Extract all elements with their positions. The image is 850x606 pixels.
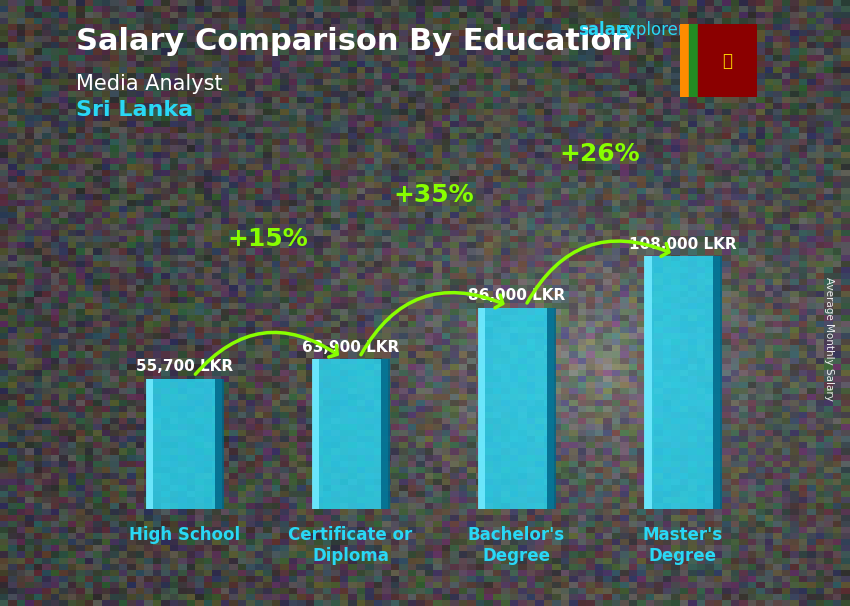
Bar bbox=[381, 359, 390, 509]
Bar bbox=[689, 24, 699, 97]
Bar bbox=[645, 256, 720, 509]
Bar bbox=[479, 308, 485, 509]
Text: Sri Lanka: Sri Lanka bbox=[76, 100, 194, 120]
Text: Average Monthly Salary: Average Monthly Salary bbox=[824, 278, 834, 401]
Text: explorer: explorer bbox=[616, 21, 685, 39]
Text: salary: salary bbox=[578, 21, 635, 39]
Text: Salary Comparison By Education: Salary Comparison By Education bbox=[76, 27, 633, 56]
Text: 108,000 LKR: 108,000 LKR bbox=[629, 236, 736, 251]
Text: 🦁: 🦁 bbox=[722, 52, 733, 70]
Bar bbox=[699, 24, 756, 97]
Bar bbox=[479, 308, 554, 509]
Bar bbox=[712, 256, 722, 509]
Bar bbox=[146, 379, 153, 509]
Bar bbox=[147, 379, 222, 509]
Bar bbox=[313, 359, 388, 509]
Bar bbox=[644, 256, 651, 509]
Text: +26%: +26% bbox=[559, 142, 640, 166]
Text: 86,000 LKR: 86,000 LKR bbox=[468, 288, 565, 303]
Bar bbox=[312, 359, 320, 509]
Bar bbox=[214, 379, 224, 509]
Bar bbox=[680, 24, 689, 97]
Text: +35%: +35% bbox=[394, 183, 473, 207]
Text: +15%: +15% bbox=[227, 227, 308, 251]
Text: 63,900 LKR: 63,900 LKR bbox=[302, 340, 400, 355]
Text: .com: .com bbox=[684, 21, 729, 39]
Bar bbox=[547, 308, 556, 509]
Text: Media Analyst: Media Analyst bbox=[76, 74, 223, 94]
Text: 55,700 LKR: 55,700 LKR bbox=[136, 359, 233, 374]
